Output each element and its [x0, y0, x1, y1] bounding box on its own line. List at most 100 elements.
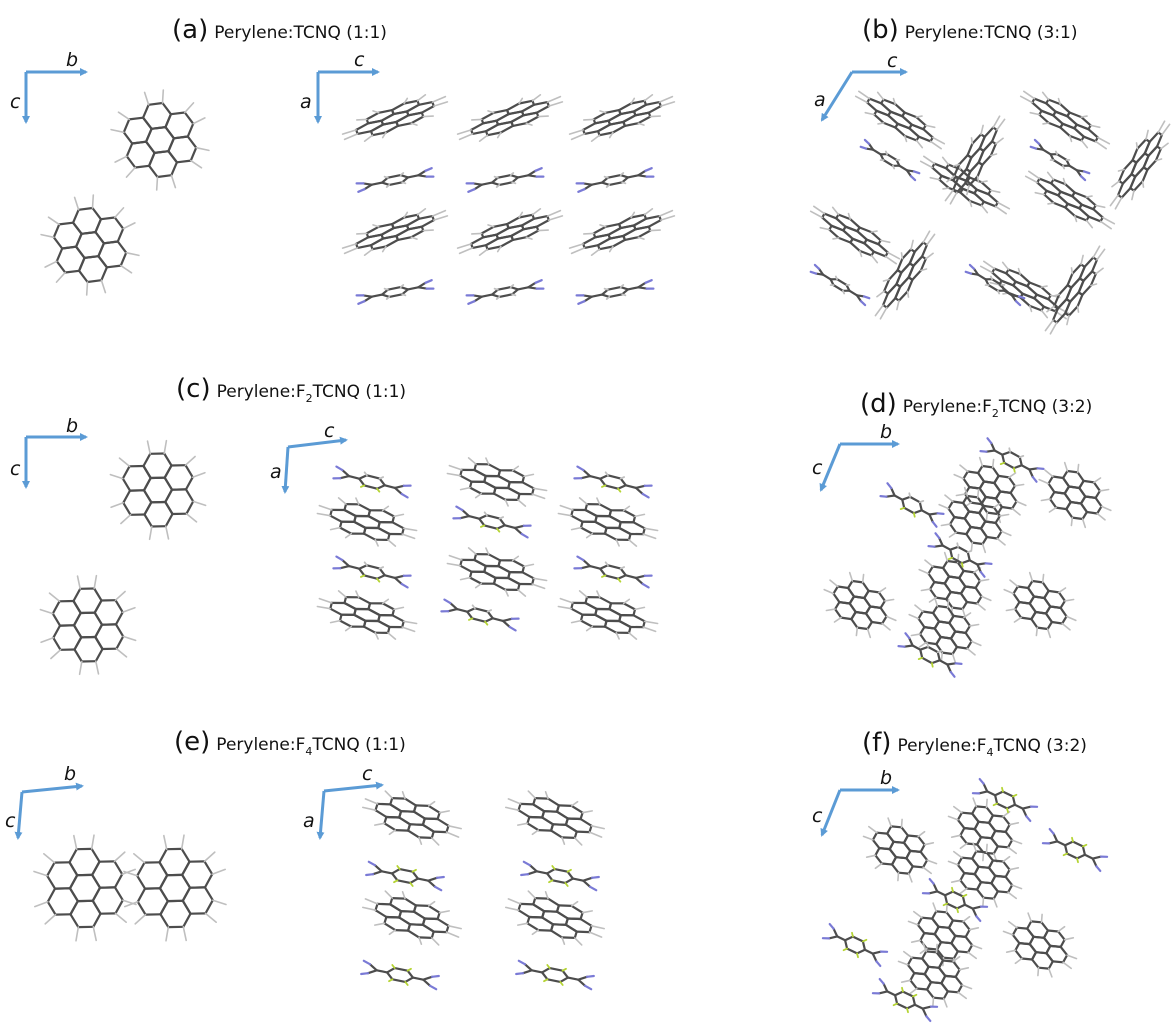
perylene-a1: [110, 89, 210, 191]
panel-a-prefix: Perylene:: [214, 23, 293, 43]
axis-label-c: c: [362, 763, 373, 785]
panel-f-letter: (f): [862, 728, 891, 758]
panel-a-suffix: TCNQ (1:1): [293, 23, 387, 43]
axis-set-a-left: b c: [10, 49, 88, 124]
perylene-e-stack-3: [504, 890, 606, 946]
perylene-d-2: [918, 551, 992, 619]
panel-c-sub: 2: [306, 392, 313, 405]
tcnq-a-stack-4: [465, 279, 545, 305]
perylene-c-stack-4: [316, 590, 418, 640]
tcnq-b-3: [964, 263, 1026, 307]
perylene-c2: [39, 574, 137, 676]
tcnq-b-1: [1029, 138, 1091, 182]
perylene-b-1: [1019, 90, 1111, 150]
panel-d-suffix: TCNQ (3:2): [998, 397, 1092, 417]
f2tcnq-c-stack-4: [573, 555, 653, 589]
f4tcnq-f-0: [971, 777, 1039, 823]
tcnq-a-stack-2: [575, 167, 655, 193]
perylene-a-stack-3: [341, 208, 449, 256]
f4tcnq-e-stack-0: [365, 860, 445, 892]
perylene-b-tilt-3: [1044, 245, 1106, 335]
f2tcnq-c-stack-3: [332, 555, 412, 589]
perylene-f-5: [1002, 912, 1078, 978]
perylene-f-0: [862, 817, 938, 883]
axis-label-c: c: [10, 91, 21, 113]
perylene-e-stack-0: [361, 790, 463, 846]
svg-text:(f)Perylene:F4TCNQ (3:2): (f) Perylene:F4TCNQ (3:2): [862, 728, 1087, 759]
axis-label-b: b: [66, 49, 78, 71]
axis-label-c: c: [10, 458, 21, 480]
axis-label-c: c: [5, 810, 16, 832]
panel-c-suffix: TCNQ (1:1): [312, 382, 406, 402]
tcnq-a-stack-5: [575, 279, 655, 305]
perylene-e1: [33, 834, 137, 942]
perylene-d-4: [1038, 461, 1112, 529]
panel-e-title: (e) Perylene:F4TCNQ (1:1): [174, 727, 406, 758]
f4tcnq-e-stack-2: [360, 959, 440, 991]
perylene-d-5: [1003, 571, 1077, 639]
f2tcnq-c-stack-0: [332, 465, 412, 499]
panel-c-letter: (c): [176, 374, 211, 404]
f2tcnq-d-0: [979, 437, 1045, 483]
perylene-d-3: [908, 596, 982, 664]
perylene-a-stack-0: [341, 94, 449, 142]
svg-text:(b)Perylene:TCNQ (3:1): (b) Perylene:TCNQ (3:1): [862, 15, 1078, 45]
perylene-e-stack-1: [504, 790, 606, 846]
f2tcnq-c-stack-1: [573, 465, 653, 499]
axis-label-a: a: [270, 461, 282, 483]
svg-text:(e)Perylene:F4TCNQ (1:1): (e) Perylene:F4TCNQ (1:1): [174, 727, 406, 758]
axis-label-b: b: [64, 763, 76, 785]
perylene-b-tilt-0: [944, 115, 1006, 205]
perylene-b-5: [979, 260, 1071, 320]
f4tcnq-e-stack-3: [515, 959, 595, 991]
panel-d-letter: (d): [860, 389, 897, 419]
tcnq-b-2: [809, 263, 871, 307]
axis-set-a-right: c a: [300, 49, 380, 124]
panel-d-title: (d) Perylene:F2TCNQ (3:2): [860, 389, 1092, 420]
panel-e-prefix: Perylene:F: [216, 735, 305, 755]
perylene-c-stack-1: [316, 497, 418, 547]
perylene-e2: [123, 834, 227, 942]
perylene-f-4: [897, 942, 973, 1008]
perylene-c1: [109, 439, 207, 541]
perylene-b-0: [854, 90, 946, 150]
perylene-b-tilt-1: [874, 230, 936, 320]
panel-d-sub: 2: [992, 407, 999, 420]
f4tcnq-f-2: [921, 877, 989, 923]
panel-c-prefix: Perylene:F: [217, 382, 306, 402]
axis-label-b: b: [880, 767, 892, 789]
panel-d-prefix: Perylene:F: [903, 397, 992, 417]
f4tcnq-f-1: [1041, 827, 1109, 873]
panel-c-title: (c) Perylene:F2TCNQ (1:1): [176, 374, 406, 405]
tcnq-a-stack-3: [355, 279, 435, 305]
tcnq-a-stack-0: [355, 167, 435, 193]
panel-e-sub: 4: [305, 745, 312, 758]
axis-label-c: c: [812, 805, 823, 827]
f2tcnq-c-stack-2: [452, 505, 532, 539]
axis-label-c: c: [812, 457, 823, 479]
tcnq-a-stack-1: [465, 167, 545, 193]
panel-f-suffix: TCNQ (3:2): [993, 736, 1087, 756]
axis-set-e-left: b c: [5, 763, 84, 840]
svg-text:(a)Perylene:TCNQ (1:1): (a) Perylene:TCNQ (1:1): [172, 15, 387, 45]
axis-set-e-right: c a: [303, 763, 384, 840]
panel-b-title: (b) Perylene:TCNQ (3:1): [862, 15, 1078, 45]
f2tcnq-d-2: [927, 532, 993, 578]
panel-f-sub: 4: [987, 746, 994, 759]
panel-f-title: (f) Perylene:F4TCNQ (3:2): [862, 728, 1087, 759]
axis-label-a: a: [303, 810, 315, 832]
f4tcnq-e-stack-1: [520, 860, 600, 892]
f4tcnq-f-3: [821, 922, 889, 968]
perylene-a2: [40, 194, 140, 296]
f2tcnq-d-1: [879, 482, 945, 528]
axis-set-d: b c: [812, 421, 900, 492]
perylene-a-stack-4: [456, 208, 564, 256]
perylene-a-stack-5: [568, 208, 676, 256]
panel-b-letter: (b): [862, 15, 899, 45]
perylene-c-stack-5: [557, 590, 659, 640]
axis-label-b: b: [66, 415, 78, 437]
perylene-d-1: [938, 486, 1012, 554]
axis-set-f: b c: [812, 767, 900, 837]
tcnq-b-0: [859, 138, 921, 182]
